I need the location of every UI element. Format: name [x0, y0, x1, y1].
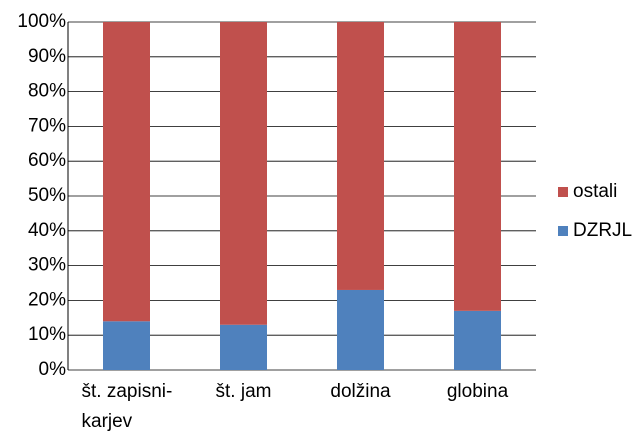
y-tick-label: 0% [39, 359, 67, 380]
x-tick-label: št. zapisni-karjev [82, 381, 173, 432]
legend-swatch [558, 226, 568, 236]
y-tick-label: 50% [28, 185, 66, 206]
bar-segment [103, 22, 150, 322]
x-tick-label: dolžina [330, 381, 391, 402]
bar-segment [220, 324, 267, 370]
y-tick-label: 80% [28, 81, 66, 102]
y-tick-label: 40% [28, 220, 66, 241]
y-tick-label: 20% [28, 289, 66, 310]
legend-label: ostali [573, 181, 617, 202]
y-tick-label: 100% [17, 11, 66, 32]
x-tick-label: globina [447, 381, 509, 402]
y-tick-label: 70% [28, 115, 66, 136]
bar-segment [454, 22, 501, 311]
y-tick-label: 10% [28, 324, 66, 345]
y-tick-label: 30% [28, 255, 66, 276]
y-tick-label: 60% [28, 150, 66, 171]
x-tick-label: št. jam [216, 381, 272, 402]
bar-segment [454, 310, 501, 370]
legend-swatch [558, 187, 568, 197]
legend-label: DZRJL [573, 220, 632, 241]
bar-segment [220, 22, 267, 325]
bar-segment [103, 321, 150, 370]
bar-segment [337, 22, 384, 290]
y-tick-label: 90% [28, 46, 66, 67]
bar-segment [337, 289, 384, 370]
